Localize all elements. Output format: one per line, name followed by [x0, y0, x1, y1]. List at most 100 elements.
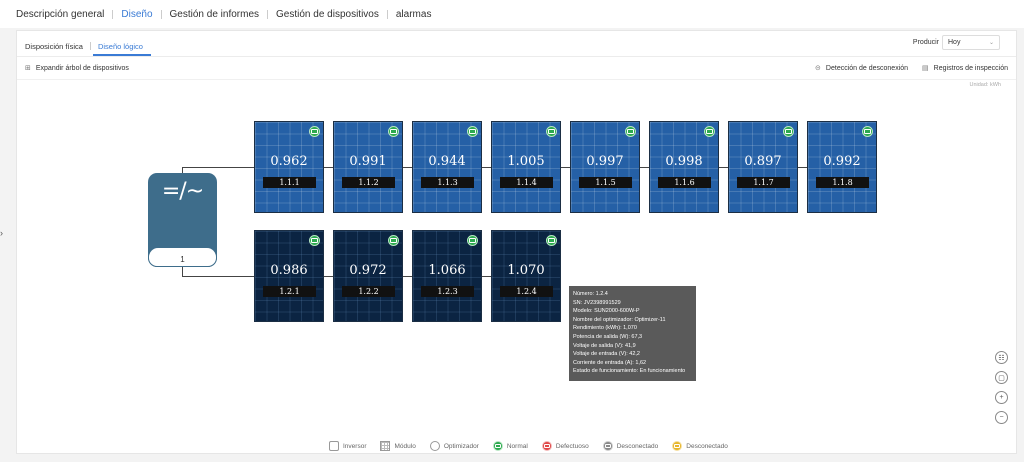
toolbar-actions: ⊝ Detección de desconexión ▤ Registros d… — [815, 64, 1008, 73]
module-1-2-3[interactable]: 1.066 1.2.3 — [412, 230, 482, 322]
normal-status-icon — [309, 235, 320, 246]
zoom-out-icon[interactable]: − — [995, 411, 1008, 424]
tooltip-yield: Rendimiento (kWh): 1,070 — [573, 325, 637, 332]
module-yield: 0.998 — [665, 154, 703, 169]
unit-label: Unidad: kWh — [969, 82, 1002, 88]
tooltip-input-current: Corriente de entrada (A): 1,62 — [573, 359, 647, 366]
module-yield: 0.991 — [349, 154, 387, 169]
module-yield: 0.986 — [270, 263, 308, 278]
tooltip-model: Modelo: SUN2000-600W-P — [573, 308, 640, 315]
legend-label: Inversor — [343, 442, 367, 450]
normal-status-icon — [467, 126, 478, 137]
tooltip-status: Estado de funcionamiento: En funcionamie… — [573, 368, 686, 375]
module-id: 1.1.5 — [579, 177, 632, 188]
module-yield: 0.962 — [270, 154, 308, 169]
tab-divider — [160, 9, 162, 19]
wire — [182, 276, 254, 277]
tab-divider — [112, 9, 114, 19]
normal-status-icon — [492, 441, 503, 451]
legend-item-optimizer: Optimizador — [429, 441, 479, 451]
module-1-1-2[interactable]: 0.991 1.1.2 — [333, 121, 403, 213]
module-1-2-4[interactable]: 1.070 1.2.4 — [491, 230, 561, 322]
module-1-1-7[interactable]: 0.897 1.1.7 — [728, 121, 798, 213]
inverter-number: 1 — [180, 255, 185, 264]
tab-reports[interactable]: Gestión de informes — [169, 8, 260, 20]
tab-design[interactable]: Diseño — [121, 8, 153, 20]
normal-status-icon — [862, 126, 873, 137]
normal-status-icon — [546, 235, 557, 246]
module-1-1-8[interactable]: 0.992 1.1.8 — [807, 121, 877, 213]
legend-item-module: Módulo — [380, 441, 416, 451]
legend-item-disconnected: Desconectado — [602, 441, 659, 451]
wire — [182, 265, 183, 277]
normal-status-icon — [704, 126, 715, 137]
subtab-physical[interactable]: Disposición física — [25, 41, 83, 51]
legend-label: Defectuoso — [555, 442, 589, 450]
chevron-right-icon[interactable]: › — [0, 228, 3, 238]
module-1-2-1[interactable]: 0.986 1.2.1 — [254, 230, 324, 322]
hierarchy-icon[interactable]: ☷ — [995, 351, 1008, 364]
module-1-1-6[interactable]: 0.998 1.1.6 — [649, 121, 719, 213]
tab-overview[interactable]: Descripción general — [16, 8, 105, 20]
module-1-1-3[interactable]: 0.944 1.1.3 — [412, 121, 482, 213]
tab-alarms[interactable]: alarmas — [395, 8, 432, 20]
disconnect-detection-button[interactable]: ⊝ Detección de desconexión — [815, 64, 909, 73]
module-id: 1.1.7 — [737, 177, 790, 188]
produce-filter: Producir Hoy ⌄ — [913, 35, 1000, 50]
module-1-1-4[interactable]: 1.005 1.1.4 — [491, 121, 561, 213]
wire — [560, 167, 570, 168]
legend-label: Desconectado — [686, 442, 728, 450]
top-nav: Descripción general Diseño Gestión de in… — [0, 0, 1024, 28]
legend-label: Normal — [506, 442, 528, 450]
fit-screen-icon[interactable]: ▢ — [995, 371, 1008, 384]
subtab-divider — [89, 42, 91, 50]
legend-label: Desconectado — [616, 442, 659, 450]
chevron-down-icon: ⌄ — [988, 40, 994, 46]
module-yield: 0.992 — [823, 154, 861, 169]
zoom-in-icon[interactable]: + — [995, 391, 1008, 404]
wire — [718, 167, 728, 168]
subtab-logical[interactable]: Diseño lógico — [97, 41, 143, 51]
inverter-icon — [329, 441, 339, 451]
tooltip-input-voltage: Voltaje de entrada (V): 42,2 — [573, 351, 640, 358]
inspection-logs-button[interactable]: ▤ Registros de inspección — [922, 64, 1008, 73]
tab-devices[interactable]: Gestión de dispositivos — [276, 8, 379, 20]
module-yield: 0.897 — [744, 154, 782, 169]
normal-status-icon — [625, 126, 636, 137]
legend-item-faulty: Defectuoso — [541, 441, 589, 451]
normal-status-icon — [309, 126, 320, 137]
module-1-2-2[interactable]: 0.972 1.2.2 — [333, 230, 403, 322]
divider — [17, 56, 1016, 57]
module-yield: 0.997 — [586, 154, 624, 169]
disconnected-status-icon — [602, 441, 613, 451]
module-yield: 0.972 — [349, 263, 387, 278]
module-id: 1.2.2 — [342, 286, 395, 297]
tooltip-output-voltage: Voltaje de salida (V): 41,9 — [573, 342, 636, 349]
inverter[interactable]: =/~ 1 — [148, 173, 217, 267]
module-id: 1.2.4 — [500, 286, 553, 297]
divider — [17, 79, 1016, 80]
expand-tree-button[interactable]: ⊞ Expandir árbol de dispositivos — [25, 64, 129, 73]
produce-select-value: Hoy — [948, 39, 961, 46]
inverter-base — [148, 247, 217, 267]
wire — [323, 276, 333, 277]
active-subtab-indicator — [93, 54, 151, 56]
normal-status-icon — [388, 235, 399, 246]
tab-divider — [386, 9, 388, 19]
module-id: 1.1.6 — [658, 177, 711, 188]
tooltip-output-power: Potencia de salida (W): 67,3 — [573, 333, 643, 340]
produce-select[interactable]: Hoy ⌄ — [942, 35, 1000, 50]
inspection-logs-label: Registros de inspección — [933, 64, 1008, 72]
wire — [323, 167, 333, 168]
normal-status-icon — [546, 126, 557, 137]
legend-label: Módulo — [394, 442, 416, 450]
disconnect-detection-label: Detección de desconexión — [825, 64, 909, 72]
tab-divider — [267, 9, 269, 19]
module-1-1-1[interactable]: 0.962 1.1.1 — [254, 121, 324, 213]
wire — [402, 167, 412, 168]
normal-status-icon — [783, 126, 794, 137]
legend-item-disconnected-warning: Desconectado — [672, 441, 728, 451]
normal-status-icon — [467, 235, 478, 246]
module-yield: 0.944 — [428, 154, 466, 169]
module-1-1-5[interactable]: 0.997 1.1.5 — [570, 121, 640, 213]
